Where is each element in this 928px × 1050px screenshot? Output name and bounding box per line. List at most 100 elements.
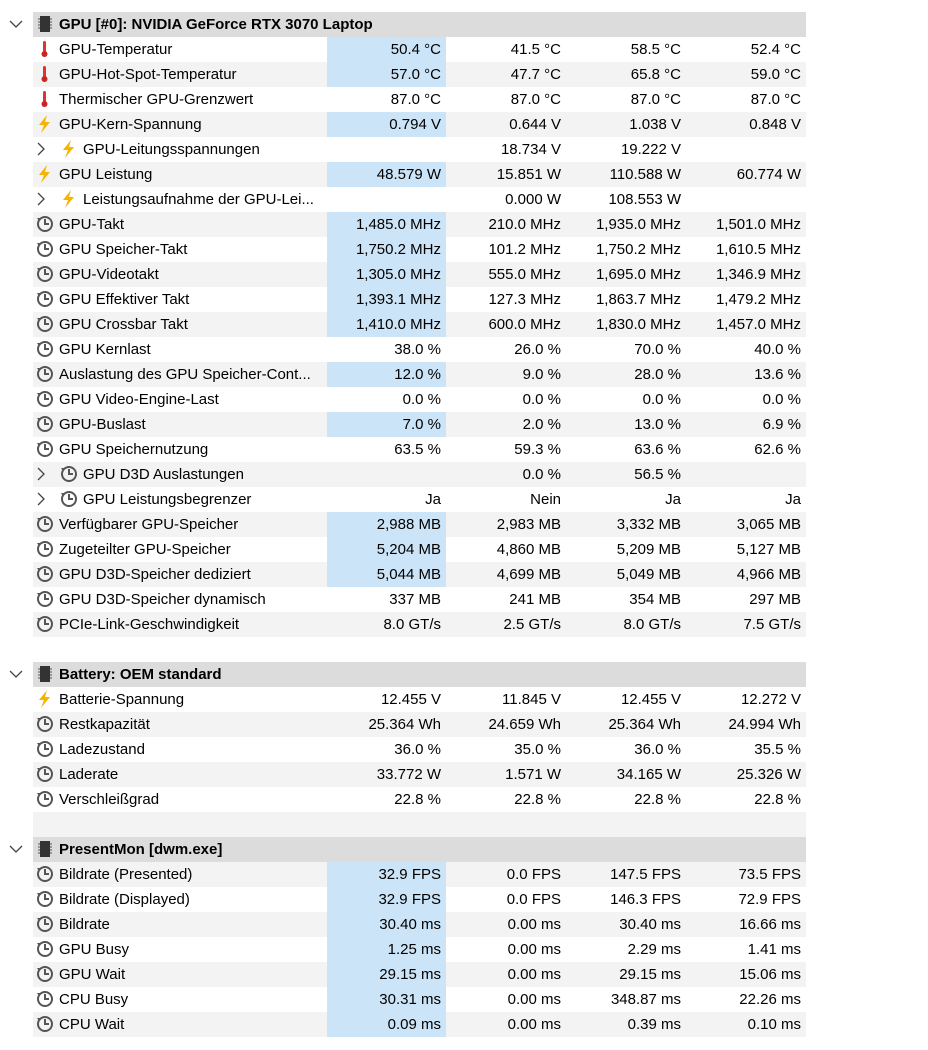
sensor-icon-part xyxy=(37,518,41,521)
sensor-value: 2,983 MB xyxy=(496,516,561,533)
sensor-value: 87.0 °C xyxy=(630,91,681,108)
sensor-value: 50.4 °C xyxy=(390,41,441,58)
sensor-value: 30.40 ms xyxy=(379,916,441,933)
sensor-icon xyxy=(37,941,53,957)
sensor-value: 13.6 % xyxy=(754,366,801,383)
sensor-value: 28.0 % xyxy=(634,366,681,383)
sensor-value: 87.0 °C xyxy=(510,91,561,108)
section-header[interactable]: Battery: OEM standard xyxy=(33,662,806,687)
sensor-value: 5,049 MB xyxy=(616,566,681,583)
sensor-row: Bildrate 30.40 ms 0.00 ms 30.40 ms 16.66 ms xyxy=(33,912,806,937)
sensor-icon-part xyxy=(43,91,46,102)
collapse-toggle[interactable] xyxy=(6,839,26,859)
sensor-value: Ja xyxy=(425,491,441,508)
sensor-icon-part xyxy=(37,218,41,221)
sensor-icon-part xyxy=(37,366,53,382)
sensor-value: 22.8 % xyxy=(754,791,801,808)
sensor-row: GPU Crossbar Takt 1,410.0 MHz 600.0 MHz 1,8… xyxy=(33,312,806,337)
sensor-value: 1,750.2 MHz xyxy=(595,241,681,258)
sensor-value: 110.588 W xyxy=(609,166,681,183)
sensor-value: 3,332 MB xyxy=(616,516,681,533)
section-title: Battery: OEM standard xyxy=(59,666,222,683)
sensor-value: 59.3 % xyxy=(514,441,561,458)
expand-toggle[interactable] xyxy=(31,189,51,209)
sensor-value: 1,935.0 MHz xyxy=(595,216,681,233)
sensor-value: Ja xyxy=(665,491,681,508)
sensor-icon-part xyxy=(37,418,41,421)
sensor-icon-part xyxy=(37,793,41,796)
section-header[interactable]: PresentMon [dwm.exe] xyxy=(33,837,806,862)
value-highlight xyxy=(327,887,446,912)
sensor-icon-part xyxy=(44,269,49,275)
collapse-toggle[interactable] xyxy=(6,664,26,684)
sensor-icon xyxy=(39,165,50,183)
sensor-label: GPU Crossbar Takt xyxy=(59,316,188,333)
sensor-icon-part xyxy=(37,941,53,957)
sensor-row: CPU Busy 30.31 ms 0.00 ms 348.87 ms 22.26 ms xyxy=(33,987,806,1012)
sensor-label: GPU Speichernutzung xyxy=(59,441,209,458)
sensor-label: PCIe-Link-Geschwindigkeit xyxy=(59,616,240,633)
sensor-value: 348.87 ms xyxy=(610,991,681,1008)
sensor-icon-part xyxy=(37,918,41,921)
expand-toggle-part xyxy=(37,192,45,206)
sensor-icon-part xyxy=(44,1019,49,1025)
sensor-icon-part xyxy=(37,266,53,282)
sensor-icon-part xyxy=(43,66,46,77)
sensor-label: Ladezustand xyxy=(59,741,145,758)
sensor-icon xyxy=(37,216,53,232)
sensor-icon-part xyxy=(41,101,48,107)
sensor-row: Batterie-Spannung 12.455 V 11.845 V 12.455 … xyxy=(33,687,806,712)
sensor-icon-part xyxy=(44,969,49,975)
section-title: GPU [#0]: NVIDIA GeForce RTX 3070 Laptop xyxy=(59,16,373,33)
sensor-icon-part xyxy=(41,51,48,57)
sensor-icon xyxy=(37,366,53,382)
sensor-icon-part xyxy=(37,391,53,407)
sensor-value: 32.9 FPS xyxy=(378,866,441,883)
sensor-row: Auslastung des GPU Speicher-Cont... 12.0 … xyxy=(33,362,806,387)
value-highlight xyxy=(327,937,446,962)
value-highlight xyxy=(327,412,446,437)
sensor-value: 0.00 ms xyxy=(507,941,561,958)
sensor-icon-part xyxy=(37,718,41,721)
sensor-value: 11.845 V xyxy=(502,691,561,708)
sensor-value: 1,863.7 MHz xyxy=(595,291,681,308)
sensor-icon-part xyxy=(61,493,65,496)
sensor-value: 1,501.0 MHz xyxy=(715,216,801,233)
sensor-value: 65.8 °C xyxy=(630,66,681,83)
sensor-value: 22.8 % xyxy=(514,791,561,808)
sensor-icon-part xyxy=(37,966,53,982)
collapse-toggle-part xyxy=(9,845,23,853)
expand-toggle[interactable] xyxy=(31,489,51,509)
sensor-icon xyxy=(37,866,53,882)
value-highlight xyxy=(327,62,446,87)
value-highlight xyxy=(327,162,446,187)
sensor-label: GPU-Temperatur xyxy=(59,41,173,58)
sensor-icon-part xyxy=(37,593,41,596)
sensor-value: 2.0 % xyxy=(522,416,561,433)
sensor-value: 0.848 V xyxy=(749,116,801,133)
sensor-value: 62.6 % xyxy=(754,441,801,458)
sensor-label: Verfügbarer GPU-Speicher xyxy=(59,516,239,533)
sensor-value: 210.0 MHz xyxy=(488,216,561,233)
sensor-value: 0.794 V xyxy=(389,116,441,133)
sensor-value: Nein xyxy=(530,491,561,508)
sensor-row: Ladezustand 36.0 % 35.0 % 36.0 % 35.5 % xyxy=(33,737,806,762)
sensor-label: GPU-Videotakt xyxy=(59,266,159,283)
expand-toggle[interactable] xyxy=(31,464,51,484)
sensor-value: 24.659 Wh xyxy=(488,716,561,733)
expand-toggle[interactable] xyxy=(31,139,51,159)
device-icon xyxy=(38,666,52,682)
sensor-icon-part xyxy=(44,294,49,300)
sensor-icon-part xyxy=(37,341,53,357)
sensor-icon xyxy=(39,115,50,133)
collapse-toggle[interactable] xyxy=(6,14,26,34)
sensor-value: 72.9 FPS xyxy=(738,891,801,908)
sensor-value: 15.06 ms xyxy=(739,966,801,983)
sensor-label: GPU-Takt xyxy=(59,216,125,233)
sensor-row: Verschleißgrad 22.8 % 22.8 % 22.8 % 22.8 % xyxy=(33,787,806,812)
sensor-value: 36.0 % xyxy=(634,741,681,758)
sensor-row: Bildrate (Presented) 32.9 FPS 0.0 FPS 147.5… xyxy=(33,862,806,887)
sensor-value: 29.15 ms xyxy=(379,966,441,983)
section-header[interactable]: GPU [#0]: NVIDIA GeForce RTX 3070 Laptop xyxy=(33,12,806,37)
sensor-value: 1,393.1 MHz xyxy=(355,291,441,308)
